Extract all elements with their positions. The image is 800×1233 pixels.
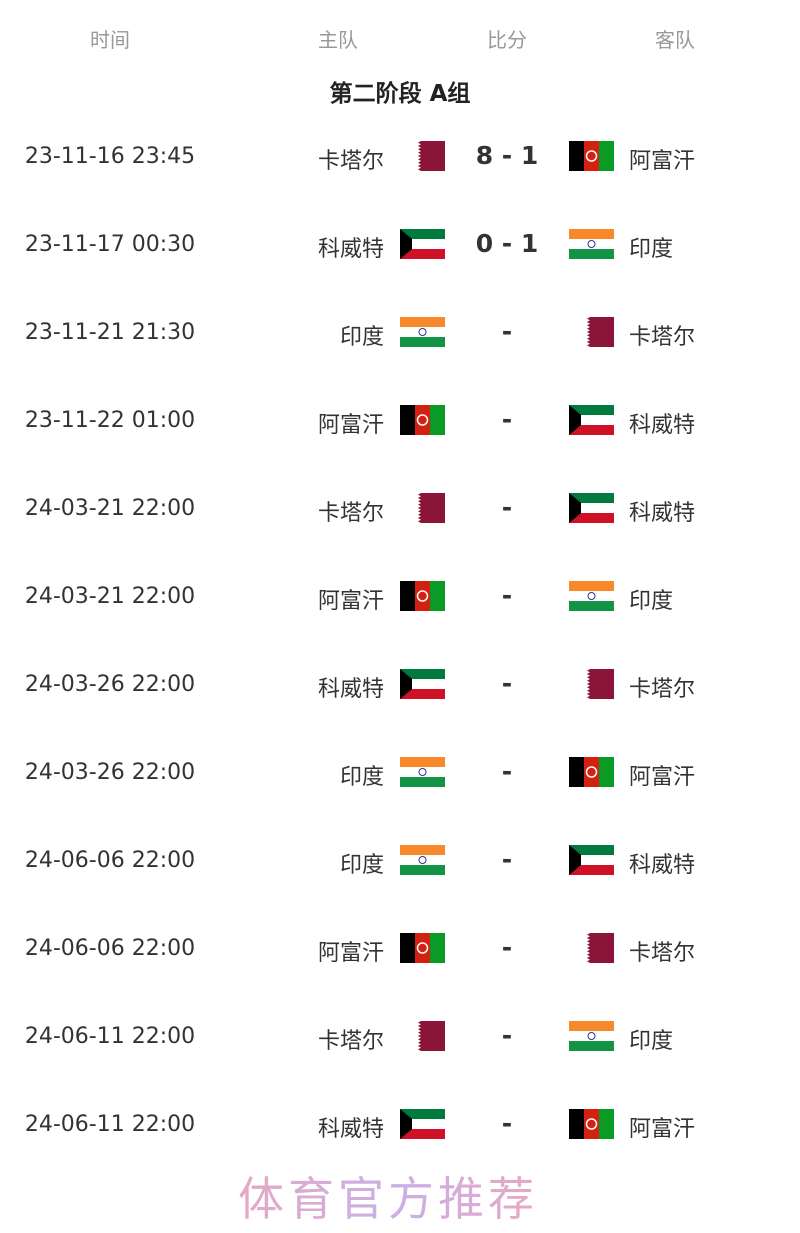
qatar-flag-icon xyxy=(400,493,445,523)
afghanistan-flag-icon xyxy=(400,933,445,963)
away-team: 卡塔尔 xyxy=(629,941,696,966)
match-time: 23-11-22 01:00 xyxy=(24,408,196,433)
away-team: 印度 xyxy=(629,589,674,614)
india-flag-icon xyxy=(569,1021,614,1051)
kuwait-flag-icon xyxy=(400,229,445,259)
away-team: 印度 xyxy=(629,1029,674,1054)
match-score: - xyxy=(501,845,513,874)
match-time: 24-03-26 22:00 xyxy=(24,672,196,697)
match-score: 8 - 1 xyxy=(475,141,539,170)
match-row[interactable]: 24-06-11 22:00 科威特 - 阿富汗 xyxy=(0,1080,800,1168)
home-team: 阿富汗 xyxy=(317,589,384,614)
match-score: - xyxy=(501,933,513,962)
column-header-time: 时间 xyxy=(90,28,130,52)
home-team: 印度 xyxy=(339,853,384,878)
match-time: 24-06-11 22:00 xyxy=(24,1024,196,1049)
afghanistan-flag-icon xyxy=(569,757,614,787)
india-flag-icon xyxy=(569,581,614,611)
qatar-flag-icon xyxy=(569,933,614,963)
away-team: 科威特 xyxy=(629,853,696,878)
qatar-flag-icon xyxy=(400,1021,445,1051)
match-row[interactable]: 24-03-21 22:00 阿富汗 - 印度 xyxy=(0,552,800,640)
match-row[interactable]: 24-06-11 22:00 卡塔尔 - 印度 xyxy=(0,992,800,1080)
match-row[interactable]: 24-06-06 22:00 印度 - 科威特 xyxy=(0,816,800,904)
india-flag-icon xyxy=(400,845,445,875)
match-row[interactable]: 23-11-16 23:45 卡塔尔 8 - 1 阿富汗 xyxy=(0,112,800,200)
column-header-away: 客队 xyxy=(655,28,695,52)
match-time: 24-03-21 22:00 xyxy=(24,496,196,521)
match-score: - xyxy=(501,1109,513,1138)
kuwait-flag-icon xyxy=(569,493,614,523)
match-row[interactable]: 23-11-17 00:30 科威特 0 - 1 印度 xyxy=(0,200,800,288)
column-header-home: 主队 xyxy=(318,28,358,52)
match-score: - xyxy=(501,1021,513,1050)
away-team: 阿富汗 xyxy=(629,149,696,174)
match-score: - xyxy=(501,581,513,610)
match-time: 23-11-21 21:30 xyxy=(24,320,196,345)
match-score: - xyxy=(501,493,513,522)
home-team: 卡塔尔 xyxy=(317,149,384,174)
home-team: 印度 xyxy=(339,765,384,790)
match-time: 23-11-17 00:30 xyxy=(24,232,196,257)
match-score: - xyxy=(501,757,513,786)
afghanistan-flag-icon xyxy=(569,141,614,171)
home-team: 科威特 xyxy=(317,237,384,262)
match-score: 0 - 1 xyxy=(475,229,539,258)
home-team: 阿富汗 xyxy=(317,941,384,966)
group-title: 第二阶段 A组 xyxy=(329,81,471,107)
match-time: 24-06-06 22:00 xyxy=(24,936,196,961)
away-team: 阿富汗 xyxy=(629,765,696,790)
match-row[interactable]: 24-03-26 22:00 科威特 - 卡塔尔 xyxy=(0,640,800,728)
qatar-flag-icon xyxy=(569,669,614,699)
away-team: 卡塔尔 xyxy=(629,677,696,702)
column-header-score: 比分 xyxy=(487,28,527,52)
away-team: 科威特 xyxy=(629,413,696,438)
home-team: 科威特 xyxy=(317,1117,384,1142)
match-score: - xyxy=(501,317,513,346)
india-flag-icon xyxy=(400,757,445,787)
home-team: 卡塔尔 xyxy=(317,501,384,526)
match-row[interactable]: 24-03-21 22:00 卡塔尔 - 科威特 xyxy=(0,464,800,552)
watermark: 体育官方推荐 xyxy=(238,1172,538,1226)
india-flag-icon xyxy=(569,229,614,259)
home-team: 科威特 xyxy=(317,677,384,702)
match-score: - xyxy=(501,405,513,434)
match-time: 23-11-16 23:45 xyxy=(24,144,196,169)
home-team: 卡塔尔 xyxy=(317,1029,384,1054)
home-team: 阿富汗 xyxy=(317,413,384,438)
afghanistan-flag-icon xyxy=(400,405,445,435)
india-flag-icon xyxy=(400,317,445,347)
kuwait-flag-icon xyxy=(569,845,614,875)
qatar-flag-icon xyxy=(400,141,445,171)
kuwait-flag-icon xyxy=(400,669,445,699)
match-row[interactable]: 23-11-22 01:00 阿富汗 - 科威特 xyxy=(0,376,800,464)
home-team: 印度 xyxy=(339,325,384,350)
match-time: 24-03-21 22:00 xyxy=(24,584,196,609)
away-team: 科威特 xyxy=(629,501,696,526)
match-row[interactable]: 24-03-26 22:00 印度 - 阿富汗 xyxy=(0,728,800,816)
afghanistan-flag-icon xyxy=(400,581,445,611)
match-score: - xyxy=(501,669,513,698)
qatar-flag-icon xyxy=(569,317,614,347)
afghanistan-flag-icon xyxy=(569,1109,614,1139)
away-team: 阿富汗 xyxy=(629,1117,696,1142)
match-time: 24-06-11 22:00 xyxy=(24,1112,196,1137)
match-row[interactable]: 23-11-21 21:30 印度 - 卡塔尔 xyxy=(0,288,800,376)
away-team: 印度 xyxy=(629,237,674,262)
match-row[interactable]: 24-06-06 22:00 阿富汗 - 卡塔尔 xyxy=(0,904,800,992)
match-time: 24-03-26 22:00 xyxy=(24,760,196,785)
away-team: 卡塔尔 xyxy=(629,325,696,350)
kuwait-flag-icon xyxy=(569,405,614,435)
match-time: 24-06-06 22:00 xyxy=(24,848,196,873)
kuwait-flag-icon xyxy=(400,1109,445,1139)
